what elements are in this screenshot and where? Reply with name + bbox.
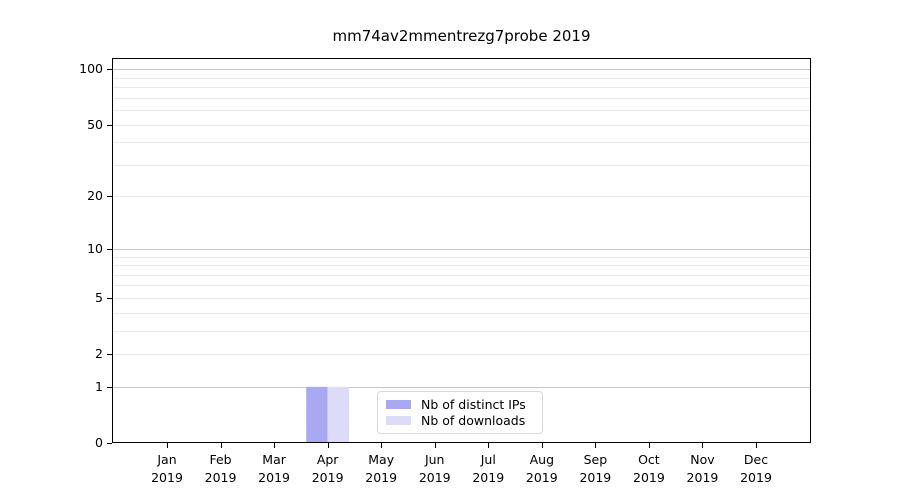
x-tick-label-jul: Jul 2019 — [472, 452, 505, 485]
bar-downloads — [327, 386, 350, 443]
y-tick-label-10: 10 — [87, 240, 103, 256]
legend-label-distinct-ips: Nb of distinct IPs — [421, 396, 526, 412]
y-tick-label-20: 20 — [87, 188, 103, 204]
x-tick-label-oct: Oct 2019 — [633, 452, 665, 485]
legend-item-downloads: Nb of downloads — [386, 413, 533, 428]
x-tick-label-may: May 2019 — [365, 452, 398, 485]
bar-distinct-ips — [306, 386, 328, 443]
x-tick-label-dec: Dec 2019 — [740, 452, 772, 485]
x-tick-label-aug: Aug 2019 — [525, 452, 558, 485]
legend-swatch-distinct-ips-icon — [386, 399, 411, 409]
y-tick-label-50: 50 — [87, 116, 103, 132]
x-tick-label-mar: Mar 2019 — [258, 452, 290, 485]
legend-item-distinct-ips: Nb of distinct IPs — [386, 397, 533, 412]
y-tick-label-1: 1 — [95, 378, 103, 394]
x-tick-label-nov: Nov 2019 — [686, 452, 719, 485]
x-tick-label-sep: Sep 2019 — [579, 452, 612, 485]
legend-swatch-downloads-icon — [386, 416, 411, 426]
plot-border — [112, 58, 811, 443]
y-tick-label-100: 100 — [79, 61, 103, 77]
x-tick-label-jun: Jun 2019 — [418, 452, 451, 485]
y-tick-label-0: 0 — [95, 435, 103, 450]
x-tick-label-apr: Apr 2019 — [311, 452, 344, 485]
chart-title: mm74av2mmentrezg7probe 2019 — [332, 27, 591, 45]
legend: Nb of distinct IPs Nb of downloads — [377, 391, 543, 434]
y-tick-label-2: 2 — [95, 346, 103, 362]
x-tick-label-feb: Feb 2019 — [204, 452, 237, 485]
y-tick-label-5: 5 — [95, 289, 103, 305]
x-tick-label-jan: Jan 2019 — [151, 452, 183, 485]
legend-label-downloads: Nb of downloads — [421, 413, 526, 429]
